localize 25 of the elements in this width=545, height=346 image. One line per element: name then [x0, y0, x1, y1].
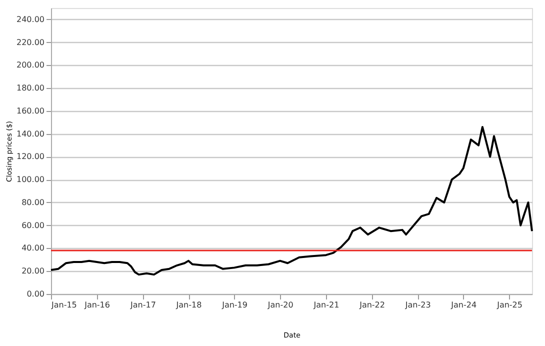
x-tick-label: Jan-25	[496, 300, 522, 310]
x-tick-label: Jan-17	[130, 300, 156, 310]
y-tick-label: 220.00	[16, 38, 44, 47]
x-tick-label: Jan-15	[50, 300, 77, 310]
x-tick-label: Jan-19	[221, 300, 248, 310]
y-tick-label: 120.00	[16, 152, 44, 162]
y-tick-label: 140.00	[16, 129, 44, 138]
y-tick-label: 80.00	[22, 198, 44, 207]
x-tick-label: Jan-22	[358, 300, 385, 310]
y-tick-label: 60.00	[22, 220, 44, 230]
x-tick-label: Jan-23	[404, 300, 431, 310]
x-tick-label: Jan-16	[84, 300, 110, 310]
y-tick-label: 0.00	[26, 290, 44, 298]
x-tick-label: Jan-20	[266, 300, 294, 310]
line-series	[50, 126, 533, 276]
x-tick-label: Jan-18	[175, 300, 202, 310]
y-tick-label: 40.00	[22, 244, 44, 253]
y-tick-label: 200.00	[16, 60, 44, 70]
y-tick-label: 20.00	[22, 266, 44, 276]
x-tick-label: Jan-24	[450, 300, 477, 310]
y-tick-label: 240.00	[16, 14, 44, 24]
x-tick-label: Jan-21	[312, 300, 340, 310]
y-tick-label: 180.00	[16, 84, 44, 93]
y-tick-label: 100.00	[16, 175, 44, 184]
y-tick-label: 160.00	[16, 106, 44, 116]
